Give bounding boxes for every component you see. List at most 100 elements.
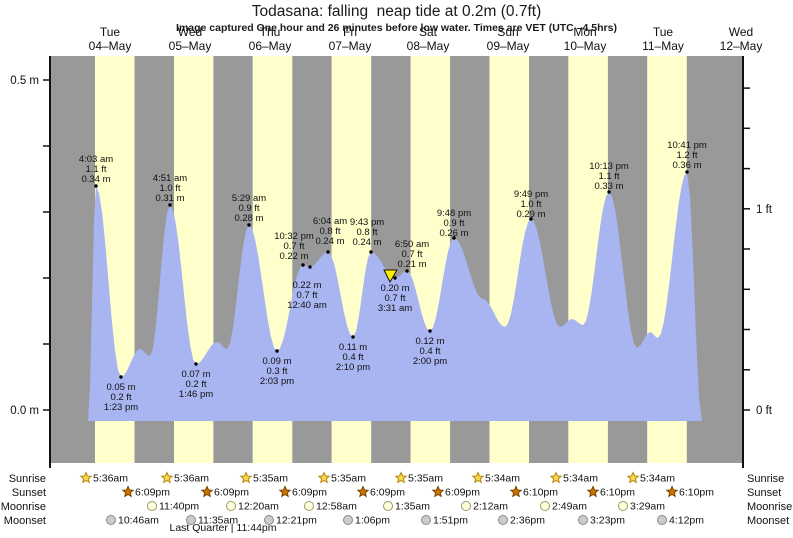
day-weekday-label: Wed bbox=[729, 25, 753, 39]
astro-time: 6:09pm bbox=[445, 487, 480, 499]
low-tide-label: 2:03 pm bbox=[260, 376, 294, 387]
high-tide-label: 0.31 m bbox=[155, 193, 184, 204]
sunrise-star-icon bbox=[626, 471, 640, 484]
high-tide-label: 0.24 m bbox=[315, 236, 344, 247]
tide-event-dot bbox=[168, 203, 172, 207]
high-tide-label: 6:50 am bbox=[395, 239, 429, 250]
day-weekday-label: Wed bbox=[178, 25, 202, 39]
day-date-label: 05–May bbox=[169, 39, 212, 53]
sunrise-star-icon bbox=[239, 471, 253, 484]
sunrise-star-icon bbox=[394, 471, 408, 484]
low-tide-label: 0.4 ft bbox=[419, 346, 440, 357]
page-title: Todasana: falling neap tide at 0.2m (0.7… bbox=[251, 3, 542, 20]
astro-time: 12:21pm bbox=[276, 515, 317, 527]
high-tide-label: 0.34 m bbox=[81, 174, 110, 185]
high-tide-label: 10:41 pm bbox=[667, 140, 707, 151]
astro-row-label-right: Sunset bbox=[747, 487, 781, 499]
low-tide-label: 12:40 am bbox=[287, 300, 327, 311]
day-weekday-label: Mon bbox=[573, 25, 596, 39]
high-tide-label: 1.1 ft bbox=[598, 171, 619, 182]
low-tide-label: 0.7 ft bbox=[384, 293, 405, 304]
astro-time: 5:34am bbox=[485, 473, 520, 485]
high-tide-label: 9:43 pm bbox=[350, 217, 384, 228]
high-tide-label: 0.21 m bbox=[397, 259, 426, 270]
day-date-label: 06–May bbox=[249, 39, 292, 53]
astro-rows: Sunrise Sunrise 5:36am 5:36am 5:35am 5:35am 5:… bbox=[1, 471, 792, 534]
astro-row-label-right: Moonset bbox=[747, 515, 789, 527]
low-tide-label: 1:46 pm bbox=[179, 389, 213, 400]
night-band bbox=[50, 56, 95, 463]
high-tide-label: 5:29 am bbox=[232, 193, 266, 204]
high-tide-label: 1.2 ft bbox=[676, 150, 697, 161]
tide-event-dot bbox=[607, 190, 611, 194]
tide-event-dot bbox=[369, 250, 373, 254]
tide-event-dot bbox=[275, 349, 279, 353]
astro-row-label-left: Moonrise bbox=[1, 501, 46, 513]
day-weekday-label: Fri bbox=[343, 25, 357, 39]
astro-time: 2:36pm bbox=[510, 515, 545, 527]
astro-time: 6:09pm bbox=[214, 487, 249, 499]
current-time-marker-icon bbox=[383, 269, 398, 284]
right-axis-label: 1 ft bbox=[756, 204, 773, 216]
astro-row-label-right: Sunrise bbox=[747, 473, 784, 485]
left-axis-label: 0.0 m bbox=[10, 405, 39, 417]
astro-row-label-left: Sunrise bbox=[9, 473, 46, 485]
high-tide-label: 10:32 pm bbox=[274, 231, 314, 242]
high-tide-label: 9:49 pm bbox=[514, 189, 548, 200]
moonset-circle-icon bbox=[264, 515, 274, 525]
tide-event-dot bbox=[393, 276, 397, 280]
high-tide-label: 0.33 m bbox=[594, 181, 623, 192]
moonset-circle-icon bbox=[343, 515, 353, 525]
astro-time: 5:35am bbox=[408, 473, 443, 485]
high-tide-label: 0.29 m bbox=[516, 209, 545, 220]
astro-time: 11:40pm bbox=[159, 501, 199, 513]
left-axis-label: 0.5 m bbox=[10, 75, 39, 87]
high-tide-label: 0.22 m bbox=[279, 251, 308, 262]
astro-time: 6:09pm bbox=[135, 487, 170, 499]
day-date-label: 09–May bbox=[487, 39, 530, 53]
low-tide-label: 0.12 m bbox=[415, 336, 444, 347]
astro-time: 11:35am bbox=[198, 515, 238, 527]
astro-time: 5:35am bbox=[253, 473, 288, 485]
astro-time: 3:29am bbox=[630, 501, 665, 513]
day-date-label: 10–May bbox=[564, 39, 607, 53]
sunset-star-icon bbox=[431, 485, 445, 498]
moon-phase-label: Last Quarter | 11:44pm bbox=[169, 522, 276, 534]
tide-event-dot bbox=[247, 223, 251, 227]
low-tide-label: 0.20 m bbox=[380, 283, 409, 294]
high-tide-label: 0.9 ft bbox=[238, 203, 259, 214]
moonrise-circle-icon bbox=[383, 501, 393, 511]
high-tide-label: 0.7 ft bbox=[401, 249, 422, 260]
low-tide-label: 0.2 ft bbox=[110, 392, 131, 403]
astro-time: 6:10pm bbox=[600, 487, 635, 499]
astro-time: 2:12am bbox=[473, 501, 508, 513]
tide-event-dot bbox=[194, 362, 198, 366]
moonset-circle-icon bbox=[421, 515, 431, 525]
astro-time: 6:09pm bbox=[292, 487, 327, 499]
tide-event-dot bbox=[685, 170, 689, 174]
astro-time: 1:06pm bbox=[355, 515, 390, 527]
day-weekday-label: Tue bbox=[653, 25, 674, 39]
low-tide-label: 0.09 m bbox=[262, 356, 291, 367]
high-tide-label: 1.0 ft bbox=[159, 183, 180, 194]
day-weekday-label: Sat bbox=[419, 25, 438, 39]
tide-event-dot bbox=[119, 375, 123, 379]
axes: 0.5 m 0.0 m 1 ft 0 ft bbox=[10, 56, 773, 468]
high-tide-label: 4:03 am bbox=[79, 154, 113, 165]
high-tide-label: 6:04 am bbox=[313, 216, 347, 227]
day-weekday-label: Sun bbox=[497, 25, 518, 39]
moonset-circle-icon bbox=[106, 515, 116, 525]
sunset-star-icon bbox=[121, 485, 135, 498]
sunset-star-icon bbox=[278, 485, 292, 498]
sunrise-star-icon bbox=[471, 471, 485, 484]
tide-event-dot bbox=[405, 269, 409, 273]
moonrise-circle-icon bbox=[618, 501, 628, 511]
high-tide-label: 0.8 ft bbox=[319, 226, 340, 237]
high-tide-label: 0.26 m bbox=[439, 228, 468, 239]
astro-time: 2:49am bbox=[552, 501, 587, 513]
low-tide-label: 0.3 ft bbox=[266, 366, 287, 377]
moonset-circle-icon bbox=[657, 515, 667, 525]
low-tide-label: 2:00 pm bbox=[413, 356, 447, 367]
